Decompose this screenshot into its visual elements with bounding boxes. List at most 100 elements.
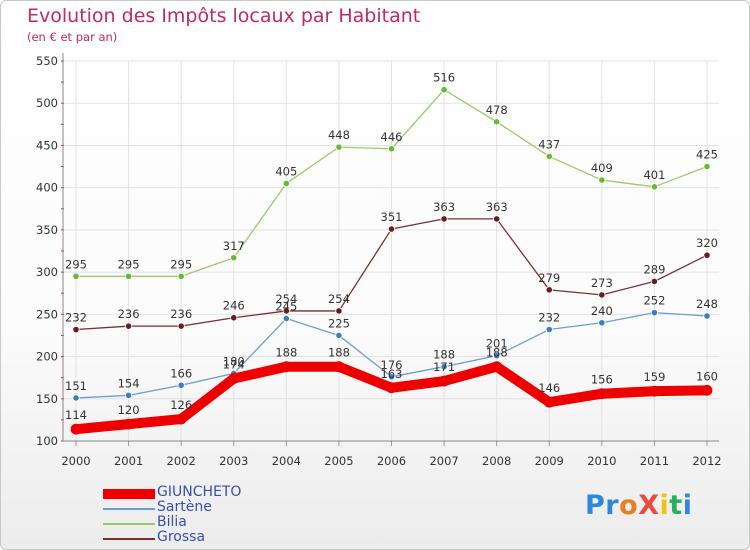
data-label-sart-ne: 201 xyxy=(486,337,508,351)
data-label-bilia: 409 xyxy=(591,161,613,175)
data-point-grossa xyxy=(230,314,238,322)
data-point-bilia xyxy=(650,183,659,191)
data-label-bilia: 516 xyxy=(433,71,455,85)
x-tick-label: 2008 xyxy=(482,454,511,468)
legend-swatch xyxy=(103,538,155,540)
data-point-giuncheto xyxy=(333,361,345,373)
data-label-sart-ne: 188 xyxy=(433,348,455,362)
data-label-giuncheto: 163 xyxy=(381,367,403,381)
data-point-giuncheto xyxy=(701,384,713,396)
data-label-sart-ne: 154 xyxy=(118,376,140,390)
data-point-giuncheto xyxy=(280,361,292,373)
data-point-giuncheto xyxy=(596,388,608,400)
x-tick-label: 2004 xyxy=(272,454,301,468)
legend-swatch xyxy=(103,489,155,499)
data-point-bilia xyxy=(124,272,133,280)
data-label-giuncheto: 174 xyxy=(223,358,245,372)
chart-subtitle: (en € et par an) xyxy=(27,30,118,44)
x-tick-label: 2012 xyxy=(692,454,721,468)
y-tick-label: 200 xyxy=(36,350,58,364)
data-point-sart-ne xyxy=(493,352,501,360)
data-label-bilia: 425 xyxy=(696,148,718,162)
data-point-sart-ne xyxy=(124,391,133,399)
data-point-bilia xyxy=(335,143,343,151)
y-tick-label: 400 xyxy=(36,181,58,195)
data-label-grossa: 273 xyxy=(591,276,613,290)
y-tick-label: 350 xyxy=(36,223,58,237)
data-point-bilia xyxy=(440,86,448,94)
data-label-bilia: 446 xyxy=(381,130,403,144)
data-point-sart-ne xyxy=(598,319,606,327)
x-tick-label: 2000 xyxy=(61,454,90,468)
data-label-grossa: 246 xyxy=(223,299,245,313)
data-point-bilia xyxy=(493,118,501,126)
data-label-grossa: 289 xyxy=(643,262,665,276)
data-label-bilia: 478 xyxy=(486,103,508,117)
data-point-grossa xyxy=(282,307,290,315)
data-label-sart-ne: 252 xyxy=(643,294,665,308)
data-label-grossa: 232 xyxy=(65,311,87,325)
data-label-grossa: 351 xyxy=(381,210,403,224)
data-label-grossa: 363 xyxy=(433,200,455,214)
logo-letter: t xyxy=(669,490,683,521)
data-label-sart-ne: 225 xyxy=(328,316,350,330)
data-label-grossa: 320 xyxy=(696,236,718,250)
x-tick-label: 2011 xyxy=(640,454,669,468)
y-tick-label: 550 xyxy=(36,54,58,68)
chart-title: Evolution des Impôts locaux par Habitant xyxy=(27,5,421,27)
x-tick-label: 2001 xyxy=(114,454,143,468)
data-point-sart-ne xyxy=(72,394,80,402)
data-point-bilia xyxy=(282,179,290,188)
data-point-giuncheto xyxy=(543,396,555,408)
data-label-grossa: 236 xyxy=(170,307,192,321)
data-label-bilia: 448 xyxy=(328,128,350,142)
data-point-giuncheto xyxy=(70,423,82,435)
data-label-grossa: 254 xyxy=(328,292,350,306)
data-point-sart-ne xyxy=(703,312,711,320)
data-point-grossa xyxy=(124,322,133,330)
data-point-giuncheto xyxy=(491,361,503,373)
proxiti-logo: ProXiti xyxy=(585,490,692,521)
data-label-giuncheto: 188 xyxy=(328,346,350,360)
data-point-sart-ne xyxy=(650,309,659,317)
y-tick-label: 150 xyxy=(36,392,58,406)
data-label-giuncheto: 156 xyxy=(591,373,613,387)
data-point-giuncheto xyxy=(228,373,240,384)
data-label-giuncheto: 188 xyxy=(275,346,297,360)
data-point-sart-ne xyxy=(440,363,448,371)
data-point-grossa xyxy=(387,225,396,233)
data-label-giuncheto: 120 xyxy=(118,403,140,417)
data-label-grossa: 363 xyxy=(486,200,508,214)
y-tick-label: 250 xyxy=(36,307,58,321)
legend-swatch xyxy=(103,523,155,525)
data-label-bilia: 437 xyxy=(538,137,560,151)
data-label-sart-ne: 232 xyxy=(538,311,560,325)
data-label-giuncheto: 188 xyxy=(486,346,508,360)
data-point-sart-ne xyxy=(335,331,343,340)
data-label-giuncheto: 126 xyxy=(170,398,192,412)
data-label-giuncheto: 159 xyxy=(643,370,665,384)
data-label-sart-ne: 240 xyxy=(591,304,613,318)
data-point-grossa xyxy=(545,286,553,294)
data-label-giuncheto: 146 xyxy=(538,381,560,395)
data-label-bilia: 295 xyxy=(65,257,87,271)
y-tick-label: 450 xyxy=(36,138,58,152)
legend-label: Sartène xyxy=(157,499,212,515)
data-label-sart-ne: 245 xyxy=(275,300,297,314)
data-point-grossa xyxy=(177,322,185,330)
data-label-sart-ne: 248 xyxy=(696,297,718,311)
legend-label: GIUNCHETO xyxy=(157,484,242,500)
data-label-bilia: 405 xyxy=(275,164,297,178)
data-label-bilia: 295 xyxy=(118,257,140,271)
data-label-sart-ne: 166 xyxy=(170,366,192,380)
data-point-grossa xyxy=(72,325,80,334)
y-tick-label: 500 xyxy=(36,96,58,110)
x-tick-label: 2010 xyxy=(587,454,616,468)
data-label-sart-ne: 176 xyxy=(381,358,403,372)
y-tick-label: 100 xyxy=(36,434,58,448)
data-label-bilia: 317 xyxy=(223,239,245,253)
data-point-grossa xyxy=(440,215,448,223)
data-point-bilia xyxy=(230,254,238,262)
